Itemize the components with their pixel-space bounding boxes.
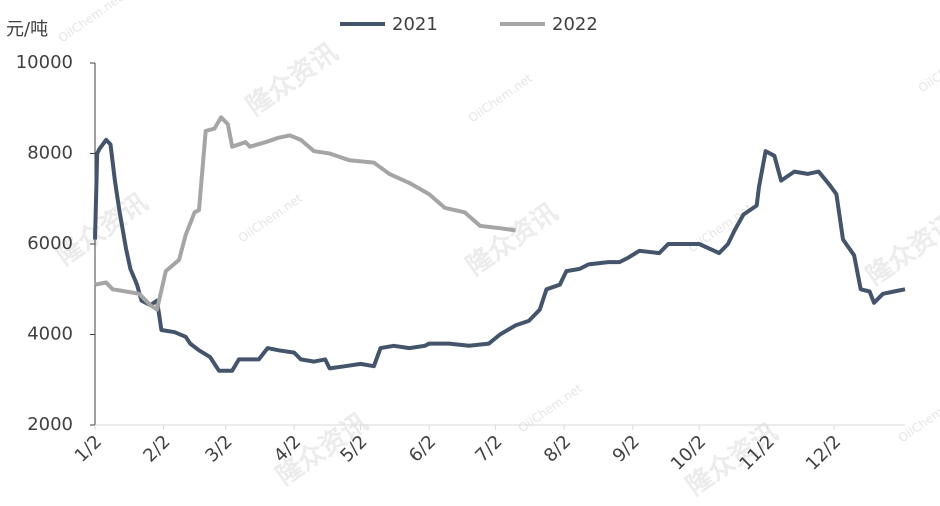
- watermark: OilChem.net: [896, 391, 940, 445]
- watermark: 隆众资讯: [51, 188, 153, 272]
- y-tick-label: 2000: [27, 414, 73, 435]
- y-tick-label: 4000: [27, 324, 73, 345]
- series-line: [94, 115, 516, 312]
- watermark: 隆众资讯: [461, 198, 563, 282]
- x-tick-label: 3/2: [201, 431, 236, 466]
- series-line: [93, 137, 906, 373]
- x-tick-label: 8/2: [540, 431, 575, 466]
- x-tick-label: 6/2: [405, 431, 440, 466]
- x-tick-label: 12/2: [802, 431, 845, 474]
- x-tick-label: 1/2: [71, 431, 106, 466]
- y-unit: 元/吨: [6, 19, 48, 40]
- watermark: OilChem.net: [686, 201, 755, 255]
- watermark: 隆众资讯: [861, 208, 940, 292]
- watermark: OilChem.net: [56, 0, 125, 45]
- y-tick-label: 8000: [27, 143, 73, 164]
- x-tick-label: 2/2: [139, 431, 174, 466]
- watermark: OilChem.net: [236, 191, 305, 245]
- watermark: OilChem.net: [466, 71, 535, 125]
- watermark: OilChem.net: [516, 381, 585, 435]
- y-tick-label: 10000: [16, 52, 73, 73]
- watermark: 隆众资讯: [241, 38, 343, 122]
- legend-label: 2022: [552, 14, 598, 35]
- x-tick-label: 9/2: [609, 431, 644, 466]
- legend-label: 2021: [392, 14, 438, 35]
- watermark: OilChem.net: [916, 41, 940, 95]
- y-tick-label: 6000: [27, 233, 73, 254]
- x-tick-label: 7/2: [471, 431, 506, 466]
